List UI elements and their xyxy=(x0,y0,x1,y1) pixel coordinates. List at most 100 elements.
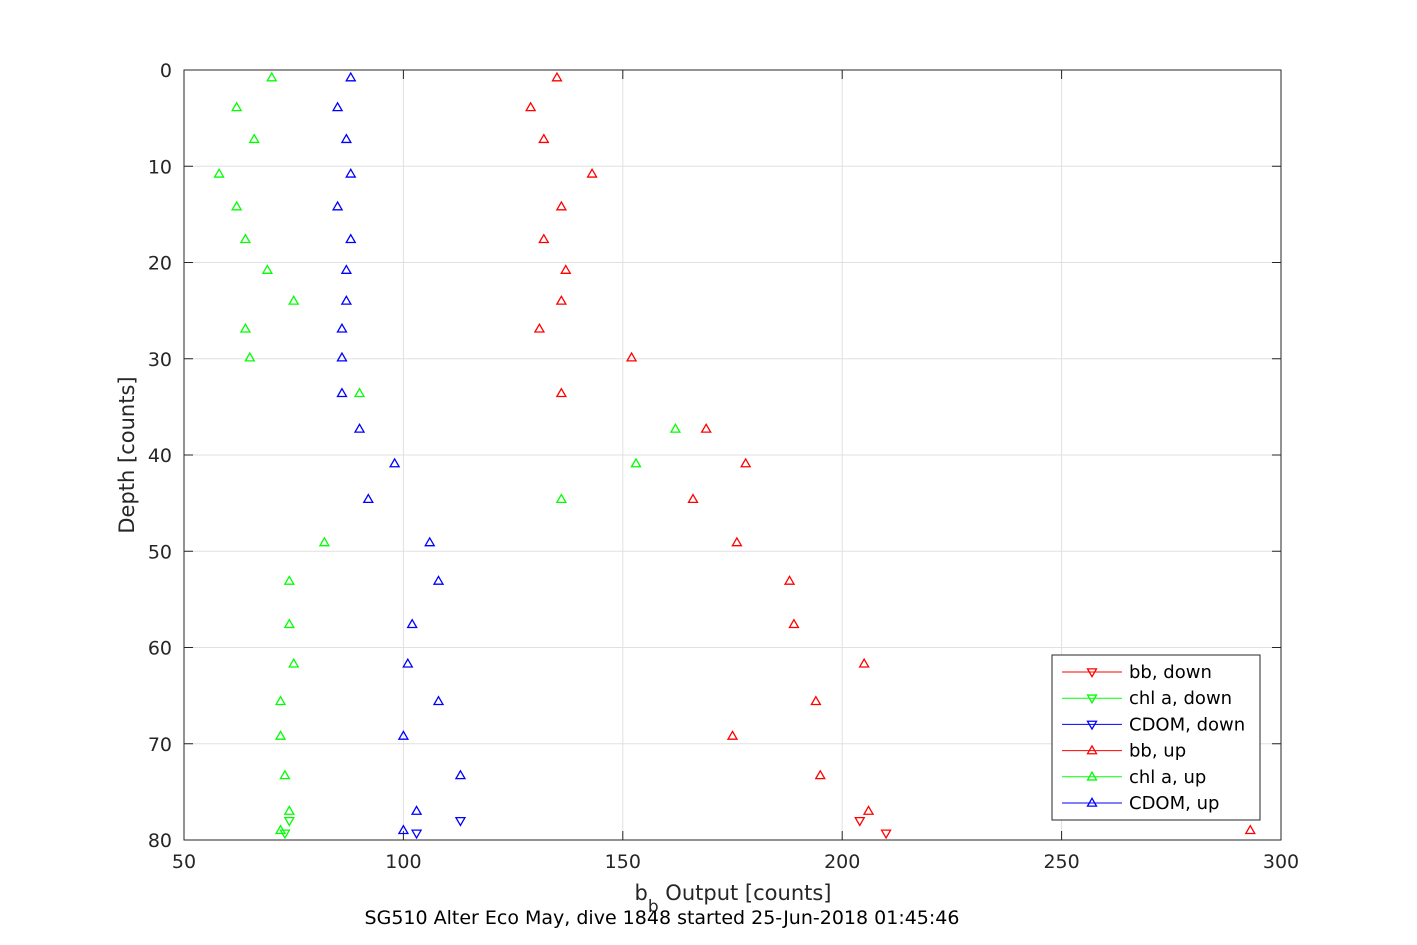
series-2 xyxy=(410,816,467,840)
legend-label: CDOM, down xyxy=(1129,714,1245,735)
legend: bb, down chl a, down CDOM, down bb, up chl a… xyxy=(1051,654,1261,821)
x-tick-labels: 50 100 150 200 250 300 xyxy=(172,851,1299,873)
legend-marker xyxy=(1086,694,1098,705)
data-point xyxy=(345,167,357,178)
x-tick-label: 100 xyxy=(385,851,421,873)
data-point xyxy=(538,233,550,244)
data-point xyxy=(331,101,344,112)
data-marks xyxy=(213,71,1256,840)
legend-marker xyxy=(1086,797,1098,807)
data-point xyxy=(551,71,563,82)
data-point xyxy=(283,805,295,815)
data-point xyxy=(288,657,300,668)
data-point xyxy=(700,423,712,433)
series-4 xyxy=(213,71,682,835)
data-point xyxy=(783,575,796,585)
data-point xyxy=(388,457,401,468)
data-point xyxy=(283,575,295,585)
data-point xyxy=(424,536,436,547)
data-point xyxy=(318,536,331,547)
legend-label: chl a, down xyxy=(1129,688,1232,709)
data-point xyxy=(340,133,352,144)
data-point xyxy=(345,71,357,82)
legend-marker xyxy=(1086,668,1098,678)
data-point xyxy=(410,805,423,815)
data-point xyxy=(533,322,546,333)
data-point xyxy=(525,101,537,112)
data-point xyxy=(362,493,374,504)
x-axis-label: bb Output [counts] xyxy=(634,881,831,917)
y-tick-label: 30 xyxy=(148,349,172,371)
legend-marker xyxy=(1086,770,1098,781)
data-point xyxy=(669,423,682,433)
data-point xyxy=(687,493,699,504)
data-point xyxy=(283,618,295,629)
data-point xyxy=(726,730,739,740)
data-point xyxy=(854,816,866,827)
y-tick-label: 50 xyxy=(148,541,172,563)
legend-label: chl a, up xyxy=(1129,767,1206,788)
data-point xyxy=(397,824,410,835)
data-point xyxy=(288,295,300,305)
y-tick-label: 10 xyxy=(148,156,172,178)
data-point xyxy=(555,387,567,398)
x-tick-label: 300 xyxy=(1263,851,1299,873)
data-point xyxy=(538,133,550,144)
data-point xyxy=(586,167,598,178)
series-5 xyxy=(331,71,467,835)
x-tick-label: 150 xyxy=(605,851,641,873)
data-point xyxy=(336,351,348,362)
data-point xyxy=(814,769,826,780)
legend-label: bb, up xyxy=(1129,741,1186,762)
y-tick-labels: 0 10 20 30 40 50 60 70 80 xyxy=(148,60,172,852)
y-tick-label: 60 xyxy=(148,638,172,660)
data-point xyxy=(406,618,418,629)
y-axis-label: Depth [counts] xyxy=(115,376,139,533)
data-point xyxy=(397,730,410,740)
y-tick-label: 20 xyxy=(148,253,172,275)
data-point xyxy=(402,657,414,668)
data-point xyxy=(862,805,875,815)
x-tick-label: 200 xyxy=(824,851,860,873)
data-point xyxy=(336,387,348,398)
x-axis-label-main: b xyxy=(634,881,647,905)
data-point xyxy=(555,200,567,211)
data-point xyxy=(858,657,870,668)
data-point xyxy=(274,824,287,835)
x-axis-label-subscript: b xyxy=(648,897,659,917)
data-point xyxy=(231,200,243,211)
data-point xyxy=(340,295,352,305)
y-tick-label: 0 xyxy=(160,60,172,82)
data-point xyxy=(880,829,892,840)
data-point xyxy=(810,695,822,706)
data-point xyxy=(353,423,366,433)
series-0 xyxy=(854,816,892,840)
data-point xyxy=(336,322,348,333)
data-point xyxy=(555,295,567,305)
y-tick-label: 70 xyxy=(148,734,172,756)
data-point xyxy=(340,264,352,274)
data-point xyxy=(279,769,291,780)
data-point xyxy=(213,167,225,178)
legend-box xyxy=(1051,654,1261,821)
data-point xyxy=(740,457,752,468)
data-point xyxy=(345,233,357,244)
data-point xyxy=(432,695,445,706)
data-point xyxy=(266,71,278,82)
data-point xyxy=(274,695,287,706)
data-point xyxy=(239,322,252,333)
x-tick-label: 50 xyxy=(172,851,196,873)
legend-marker xyxy=(1086,744,1098,755)
data-point xyxy=(410,829,423,840)
legend-marker xyxy=(1086,720,1098,731)
data-point xyxy=(1244,824,1256,835)
plot-border xyxy=(183,69,1282,841)
y-tick-label: 80 xyxy=(148,830,172,852)
data-point xyxy=(331,200,344,211)
data-point xyxy=(353,387,366,398)
x-tick-label: 250 xyxy=(1043,851,1079,873)
data-point xyxy=(630,457,642,468)
legend-label: CDOM, up xyxy=(1129,793,1219,814)
data-point xyxy=(261,264,273,274)
